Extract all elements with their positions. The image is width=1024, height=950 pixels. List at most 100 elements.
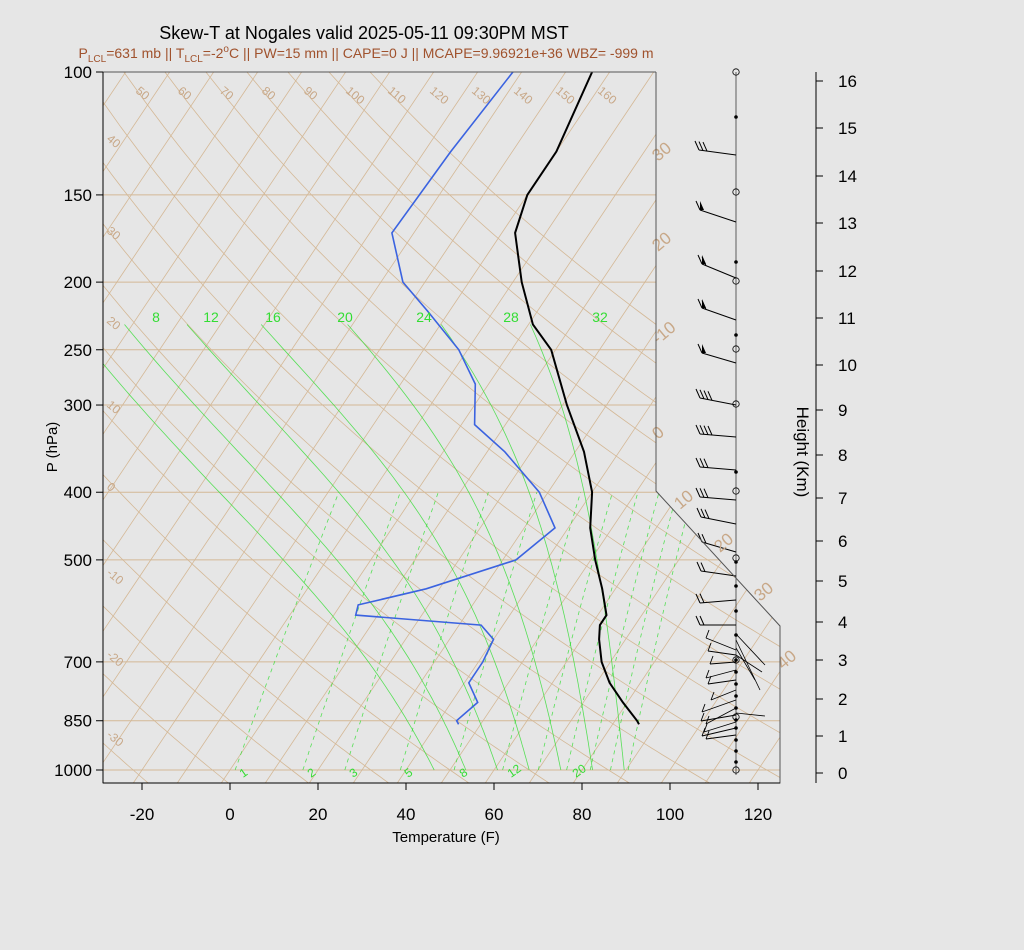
axes: -20 0 20 40 60 80 100 1201001502002503004005007… bbox=[54, 63, 857, 824]
height-tick-label: 14 bbox=[838, 167, 857, 186]
mixing-ratio-top-label: 8 bbox=[152, 309, 160, 325]
wind-barb-feather bbox=[704, 509, 710, 519]
mixing-ratio-top-label: 20 bbox=[337, 309, 353, 325]
wind-level-dot bbox=[734, 670, 738, 674]
wind-level-dot bbox=[734, 694, 738, 698]
p-tick-label: 100 bbox=[64, 63, 92, 82]
chart-subtitle: PLCL=631 mb || TLCL=-2oC || PW=15 mm || … bbox=[79, 44, 654, 65]
wind-barb-feather bbox=[707, 675, 712, 685]
wind-barb-feather bbox=[701, 533, 707, 544]
wind-barb-feather bbox=[701, 703, 706, 713]
moist-adiabat-line bbox=[530, 324, 625, 771]
dry-adiabat-line bbox=[103, 72, 553, 783]
moist-adiabat-line bbox=[186, 324, 498, 771]
temperature-line bbox=[514, 72, 640, 725]
dry-adiabat-line bbox=[103, 72, 713, 783]
wind-level-dot bbox=[734, 260, 738, 264]
wind-barb-feather bbox=[701, 727, 706, 737]
wind-level-dot bbox=[734, 609, 738, 613]
x-tick-label: 100 bbox=[656, 805, 684, 824]
wind-barb-feather bbox=[694, 140, 700, 151]
height-tick-label: 11 bbox=[838, 309, 856, 328]
wind-barb-feather bbox=[700, 508, 706, 519]
wind-barb-staff bbox=[700, 714, 737, 722]
subtitle-tlcl-sub: LCL bbox=[184, 54, 203, 65]
isotherm-line bbox=[103, 72, 500, 783]
moist-adiabat-line bbox=[260, 324, 530, 771]
dry-adiabat-line bbox=[103, 72, 312, 783]
p-tick-label: 200 bbox=[64, 273, 92, 292]
mixing-ratio-line bbox=[302, 492, 401, 771]
wind-barb-feather bbox=[705, 629, 710, 639]
wind-barb-feather bbox=[699, 615, 705, 626]
isotherm-line bbox=[571, 72, 780, 783]
wind-barb-feather bbox=[705, 669, 710, 679]
subtitle-rest: C || PW=15 mm || CAPE=0 J || MCAPE=9.969… bbox=[229, 45, 654, 61]
height-tick-label: 3 bbox=[838, 651, 847, 670]
dry-adiabat-line bbox=[103, 72, 780, 783]
wind-barb-feather bbox=[703, 390, 709, 400]
wind-barb-feather bbox=[699, 488, 705, 498]
wind-level-ring bbox=[732, 656, 740, 664]
wind-level-dot bbox=[734, 760, 738, 764]
height-tick-label: 10 bbox=[838, 356, 857, 375]
wind-barb-feather bbox=[699, 458, 705, 468]
isotherm-line bbox=[103, 72, 588, 783]
subtitle-tlcl-sup: o bbox=[223, 44, 229, 55]
wind-level-dot bbox=[734, 584, 738, 588]
p-tick-label: 250 bbox=[64, 341, 92, 360]
wind-barb-staff bbox=[699, 209, 737, 223]
wind-barb-feather bbox=[699, 389, 705, 399]
wind-barb-feather bbox=[703, 723, 708, 733]
mixing-ratio-top-label: 16 bbox=[265, 309, 281, 325]
wind-barb-staff bbox=[699, 433, 737, 438]
wind-barb-staff bbox=[699, 599, 737, 604]
wind-barb-feather bbox=[698, 141, 704, 151]
dry-adiabat-line bbox=[103, 72, 231, 783]
wind-barb-feather bbox=[700, 562, 706, 572]
isotherm-line bbox=[103, 72, 544, 783]
wind-barb-feather bbox=[697, 254, 703, 265]
wind-barb-feather bbox=[695, 424, 701, 435]
wind-barb-staff bbox=[735, 633, 766, 666]
wind-barb-feather bbox=[703, 458, 709, 468]
wind-barb-staff bbox=[705, 707, 737, 725]
dry-adiabat-line bbox=[221, 72, 780, 783]
wind-barb-feather bbox=[695, 457, 701, 468]
wind-barb-staff bbox=[703, 721, 737, 733]
dry-adiabat-line bbox=[181, 72, 780, 783]
wind-barb-flag bbox=[702, 299, 706, 308]
wind-barb-feather bbox=[709, 655, 714, 665]
isotherm-line bbox=[103, 72, 236, 783]
p-tick-label: 500 bbox=[64, 551, 92, 570]
mixing-ratio-line bbox=[627, 492, 694, 771]
x-tick-label: 20 bbox=[309, 805, 328, 824]
mixing-ratio-top-label: 12 bbox=[203, 309, 219, 325]
height-tick-label: 4 bbox=[838, 613, 847, 632]
mixing-ratio-line bbox=[399, 492, 489, 771]
wind-barb-staff bbox=[735, 712, 766, 717]
height-axis-title: Height (Km) bbox=[793, 407, 812, 498]
wind-barb-feather bbox=[695, 593, 701, 604]
wind-level-ring bbox=[732, 554, 740, 562]
wind-barb-staff bbox=[705, 734, 737, 740]
x-tick-label: 0 bbox=[225, 805, 234, 824]
wind-barb-staff bbox=[701, 352, 737, 364]
wind-barb-flag bbox=[702, 255, 706, 264]
dewpoint-line bbox=[354, 72, 556, 725]
mixing-ratio-line bbox=[344, 492, 439, 771]
wind-barb-staff bbox=[701, 699, 737, 713]
mixing-ratio-top-label: 24 bbox=[416, 309, 432, 325]
subtitle-tlcl-label: T bbox=[176, 45, 185, 61]
dry-adiabat-line bbox=[103, 72, 392, 783]
wind-barb-staff bbox=[735, 639, 761, 691]
wind-barb-feather bbox=[705, 730, 710, 740]
wind-level-ring bbox=[732, 766, 740, 774]
mixing-ratio-line bbox=[234, 492, 340, 771]
wind-barb-staff bbox=[735, 654, 763, 673]
wind-barb-feather bbox=[702, 141, 708, 152]
wind-level-dot bbox=[734, 333, 738, 337]
wind-barb-staff bbox=[699, 466, 737, 471]
